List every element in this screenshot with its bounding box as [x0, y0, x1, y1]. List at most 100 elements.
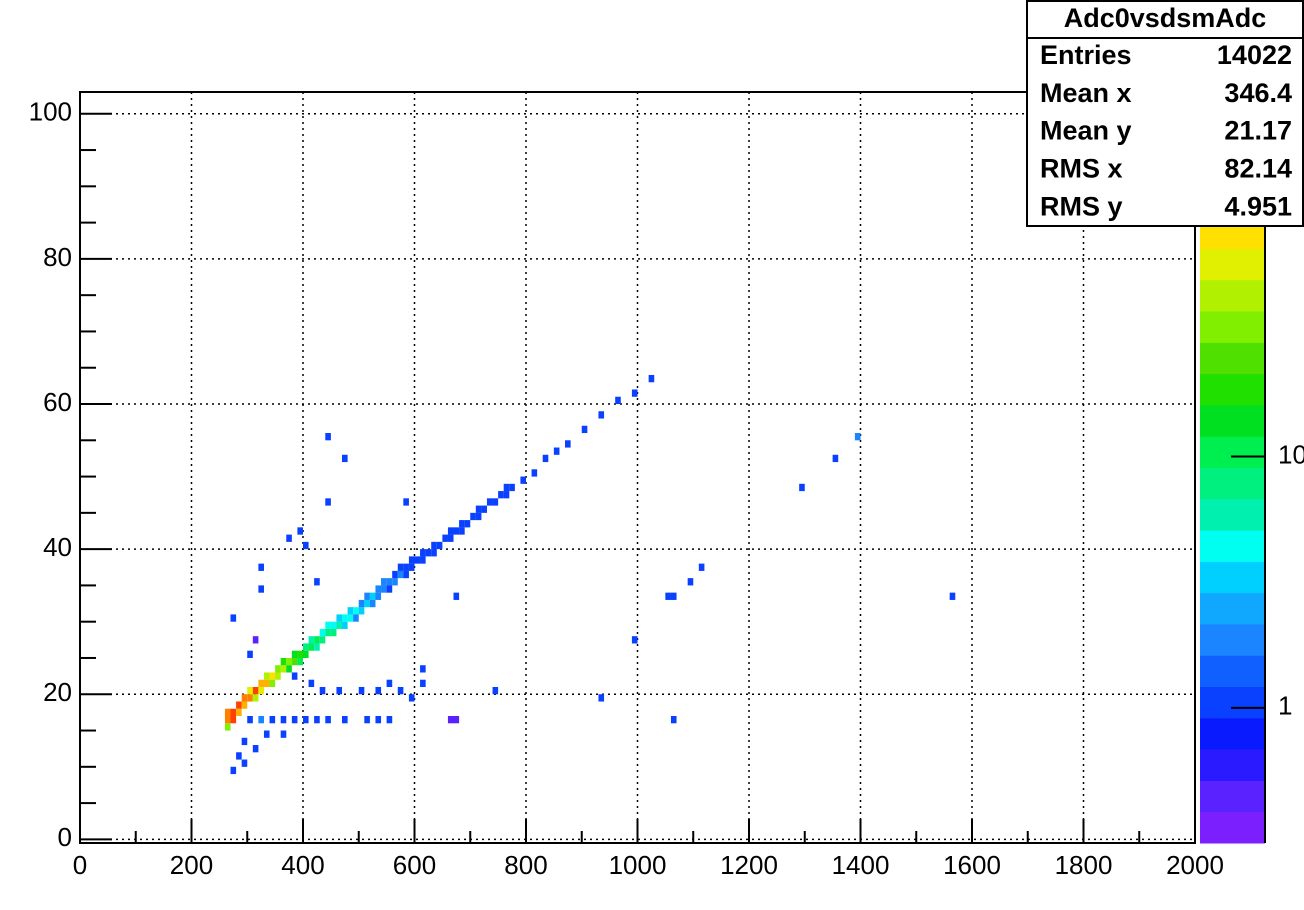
heatmap-cell [230, 766, 237, 775]
heatmap-cell [280, 730, 287, 738]
heatmap-cell [325, 715, 331, 724]
heatmap-cell [615, 396, 621, 405]
heatmap-cell [297, 650, 304, 658]
heatmap-cell [302, 541, 309, 550]
heatmap-cell [330, 628, 337, 637]
heatmap-cell [431, 541, 437, 550]
heatmap-cell [442, 534, 448, 542]
x-tick-label: 1800 [1055, 850, 1113, 880]
heatmap-cell [297, 657, 304, 666]
heatmap-cell [247, 715, 253, 724]
heatmap-cell [369, 599, 376, 608]
heatmap-cell [336, 614, 343, 622]
y-tick-label: 20 [43, 677, 72, 707]
color-bar-band [1200, 342, 1265, 375]
y-tick-label: 80 [43, 242, 72, 272]
x-tick-label: 2000 [1166, 850, 1224, 880]
stats-value: 4.951 [1224, 191, 1292, 221]
heatmap-cell [336, 621, 343, 629]
heatmap-cell [275, 672, 281, 680]
stats-label: Mean x [1040, 78, 1132, 108]
heatmap-cell [553, 447, 560, 455]
y-tick-label: 40 [43, 532, 72, 562]
heatmap-cell [314, 715, 320, 724]
heatmap-cell [342, 614, 348, 622]
heatmap-cell [319, 628, 326, 637]
heatmap-cell [408, 694, 415, 702]
heatmap-cell [408, 556, 415, 564]
heatmap-cell [648, 374, 655, 383]
heatmap-cell [375, 686, 382, 695]
heatmap-cell [263, 679, 270, 688]
heatmap-cell [358, 607, 365, 615]
heatmap-cell [364, 715, 370, 724]
color-bar-band [1200, 623, 1265, 656]
heatmap-cell [263, 730, 270, 738]
heatmap-cell [247, 694, 253, 702]
heatmap-cell [949, 592, 956, 600]
heatmap-cell [403, 498, 409, 506]
heatmap-cell [230, 708, 237, 717]
heatmap-cell [799, 483, 805, 492]
heatmap-cell [436, 541, 443, 550]
heatmap-cell [381, 578, 387, 586]
heatmap-cell [420, 556, 426, 564]
x-tick-label: 0 [73, 850, 87, 880]
stats-title: Adc0vsdsmAdc [1064, 3, 1267, 33]
heatmap-cell [386, 585, 393, 593]
heatmap-cell [698, 563, 705, 571]
color-bar-band [1200, 592, 1265, 625]
heatmap-cell [631, 636, 638, 644]
heatmap-cell [854, 433, 861, 441]
stats-box: Adc0vsdsmAdc Entries 14022 Mean x 346.4 Mean… [1026, 0, 1304, 227]
heatmap-cell [230, 715, 237, 724]
x-tick-label: 1600 [943, 850, 1001, 880]
heatmap-cell [581, 425, 588, 434]
heatmap-cell [236, 752, 242, 760]
heatmap-cell [286, 534, 292, 542]
stats-value: 14022 [1217, 40, 1292, 70]
heatmap-cell [670, 592, 677, 600]
heatmap-cell [319, 636, 326, 644]
heatmap-cell [325, 628, 331, 637]
heatmap-cell [492, 498, 499, 506]
heatmap-cell [258, 679, 264, 688]
heatmap-cell [241, 694, 248, 702]
heatmap-cell [431, 549, 437, 557]
stats-label: RMS x [1040, 154, 1123, 184]
heatmap-cell [492, 686, 499, 695]
heatmap-cell [241, 701, 248, 709]
heatmap-cell [475, 505, 482, 513]
heatmap-cell [447, 534, 454, 542]
heatmap-cell [375, 585, 382, 593]
heatmap-cell [447, 527, 454, 535]
heatmap-cell [252, 636, 259, 644]
x-tick-label: 1000 [609, 850, 667, 880]
heatmap-cell [453, 527, 460, 535]
heatmap-cell [381, 585, 387, 593]
heatmap-cell [598, 411, 605, 419]
heatmap-cell [408, 563, 415, 571]
color-bar-band [1200, 311, 1265, 343]
stats-label: Mean y [1040, 116, 1132, 146]
heatmap-cell [520, 476, 527, 484]
heatmap-cell [353, 607, 359, 615]
heatmap-cell [358, 686, 365, 695]
x-tick-label: 600 [393, 850, 436, 880]
heatmap-cell [392, 570, 398, 579]
heatmap-cell [252, 694, 259, 702]
heatmap-cell [291, 715, 298, 724]
heatmap-cell [453, 592, 460, 600]
heatmap-cell [414, 556, 421, 564]
heatmap-cell [475, 512, 482, 521]
color-bar-band [1200, 655, 1265, 688]
heatmap-cell [481, 505, 487, 513]
x-tick-label: 200 [170, 850, 213, 880]
heatmap-cell [342, 715, 348, 724]
color-bar-band [1200, 561, 1265, 594]
heatmap-cell [403, 570, 409, 579]
heatmap-cell [420, 665, 426, 673]
heatmap-cell [386, 679, 393, 688]
heatmap-cell [258, 686, 264, 695]
